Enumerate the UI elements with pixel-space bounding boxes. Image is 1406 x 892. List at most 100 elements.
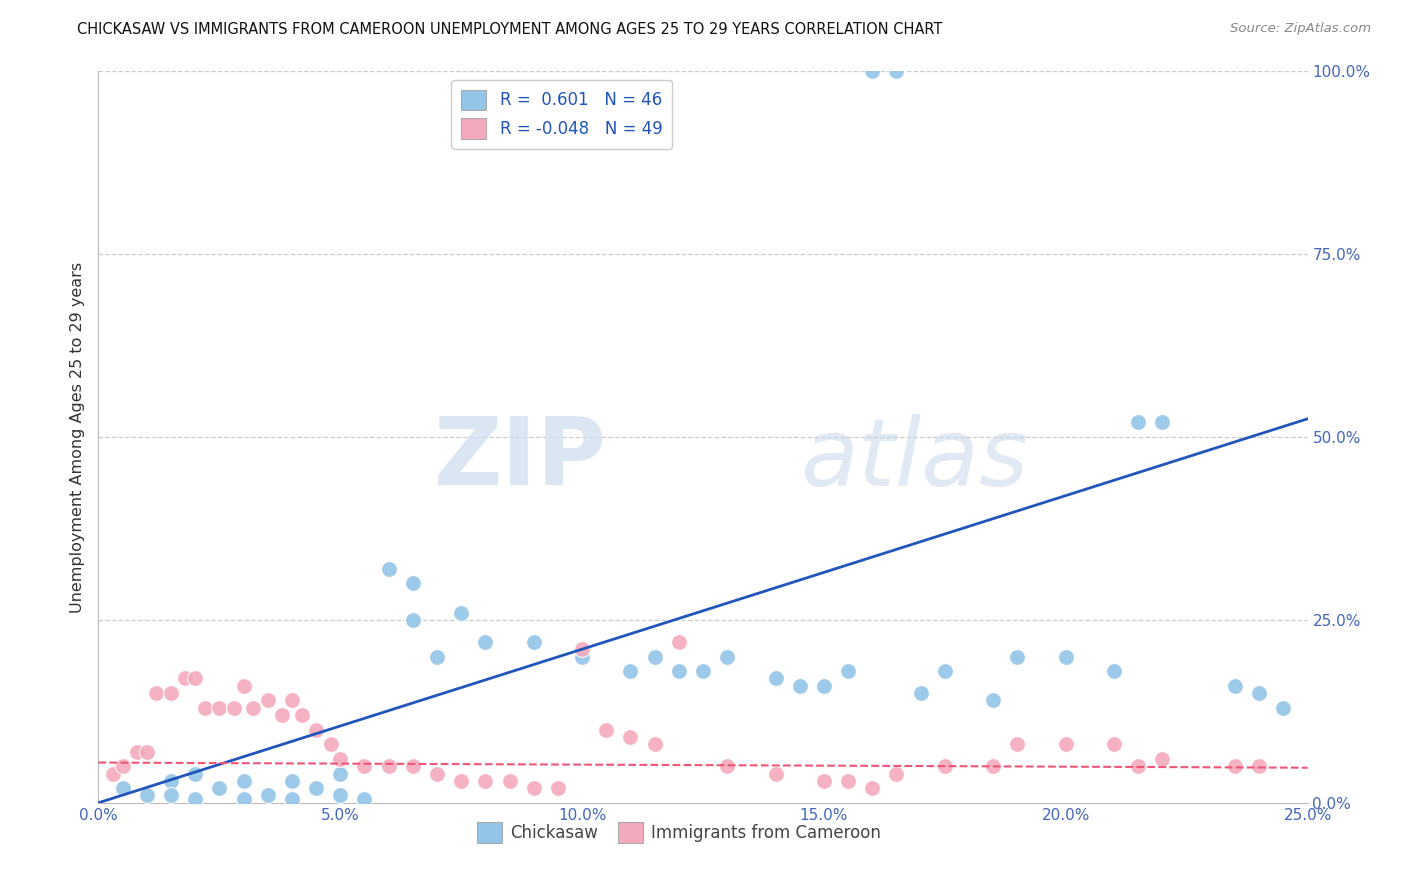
- Point: [127, 745, 149, 759]
- Point: [160, 789, 183, 803]
- Point: [886, 64, 908, 78]
- Point: [813, 773, 835, 788]
- Point: [860, 781, 883, 796]
- Point: [1249, 759, 1271, 773]
- Point: [281, 693, 304, 707]
- Point: [232, 773, 254, 788]
- Point: [1128, 759, 1150, 773]
- Point: [1249, 686, 1271, 700]
- Point: [135, 745, 157, 759]
- Point: [426, 766, 449, 780]
- Point: [101, 766, 124, 780]
- Point: [222, 700, 245, 714]
- Point: [184, 766, 207, 780]
- Point: [860, 64, 883, 78]
- Point: [1007, 737, 1029, 751]
- Point: [523, 781, 546, 796]
- Point: [716, 759, 738, 773]
- Point: [290, 708, 312, 723]
- Point: [329, 752, 352, 766]
- Point: [319, 737, 342, 751]
- Point: [837, 773, 859, 788]
- Point: [160, 773, 183, 788]
- Point: [668, 664, 690, 678]
- Point: [1007, 649, 1029, 664]
- Point: [571, 649, 593, 664]
- Point: [1152, 416, 1174, 430]
- Point: [981, 693, 1004, 707]
- Point: [353, 792, 375, 806]
- Point: [1152, 752, 1174, 766]
- Point: [256, 789, 278, 803]
- Point: [981, 759, 1004, 773]
- Point: [232, 679, 254, 693]
- Point: [305, 723, 328, 737]
- Text: Source: ZipAtlas.com: Source: ZipAtlas.com: [1230, 22, 1371, 36]
- Point: [716, 649, 738, 664]
- Point: [111, 759, 134, 773]
- Point: [184, 672, 207, 686]
- Point: [194, 700, 217, 714]
- Point: [353, 759, 375, 773]
- Point: [1102, 737, 1125, 751]
- Point: [1272, 700, 1295, 714]
- Point: [474, 773, 496, 788]
- Point: [111, 781, 134, 796]
- Point: [145, 686, 167, 700]
- Point: [498, 773, 520, 788]
- Point: [402, 613, 425, 627]
- Point: [547, 781, 569, 796]
- Point: [1223, 759, 1246, 773]
- Point: [910, 686, 932, 700]
- Point: [184, 792, 207, 806]
- Point: [619, 730, 641, 744]
- Point: [644, 737, 666, 751]
- Point: [886, 766, 908, 780]
- Point: [377, 759, 399, 773]
- Point: [934, 759, 956, 773]
- Text: ZIP: ZIP: [433, 413, 606, 505]
- Point: [281, 773, 304, 788]
- Point: [281, 792, 304, 806]
- Point: [305, 781, 328, 796]
- Point: [1128, 416, 1150, 430]
- Point: [474, 635, 496, 649]
- Point: [813, 679, 835, 693]
- Point: [523, 635, 546, 649]
- Point: [232, 792, 254, 806]
- Point: [426, 649, 449, 664]
- Point: [934, 664, 956, 678]
- Point: [377, 562, 399, 576]
- Point: [160, 686, 183, 700]
- Point: [402, 759, 425, 773]
- Point: [1054, 737, 1077, 751]
- Point: [402, 576, 425, 591]
- Text: atlas: atlas: [800, 414, 1028, 505]
- Point: [208, 781, 231, 796]
- Point: [242, 700, 264, 714]
- Point: [765, 672, 787, 686]
- Point: [619, 664, 641, 678]
- Point: [668, 635, 690, 649]
- Point: [208, 700, 231, 714]
- Point: [1102, 664, 1125, 678]
- Point: [765, 766, 787, 780]
- Point: [837, 664, 859, 678]
- Point: [692, 664, 714, 678]
- Point: [450, 606, 472, 620]
- Point: [644, 649, 666, 664]
- Point: [329, 766, 352, 780]
- Legend: Chickasaw, Immigrants from Cameroon: Chickasaw, Immigrants from Cameroon: [470, 815, 887, 849]
- Point: [174, 672, 197, 686]
- Point: [329, 789, 352, 803]
- Y-axis label: Unemployment Among Ages 25 to 29 years: Unemployment Among Ages 25 to 29 years: [69, 261, 84, 613]
- Point: [450, 773, 472, 788]
- Point: [135, 789, 157, 803]
- Point: [256, 693, 278, 707]
- Point: [789, 679, 811, 693]
- Text: CHICKASAW VS IMMIGRANTS FROM CAMEROON UNEMPLOYMENT AMONG AGES 25 TO 29 YEARS COR: CHICKASAW VS IMMIGRANTS FROM CAMEROON UN…: [77, 22, 942, 37]
- Point: [571, 642, 593, 657]
- Point: [1054, 649, 1077, 664]
- Point: [271, 708, 294, 723]
- Point: [595, 723, 617, 737]
